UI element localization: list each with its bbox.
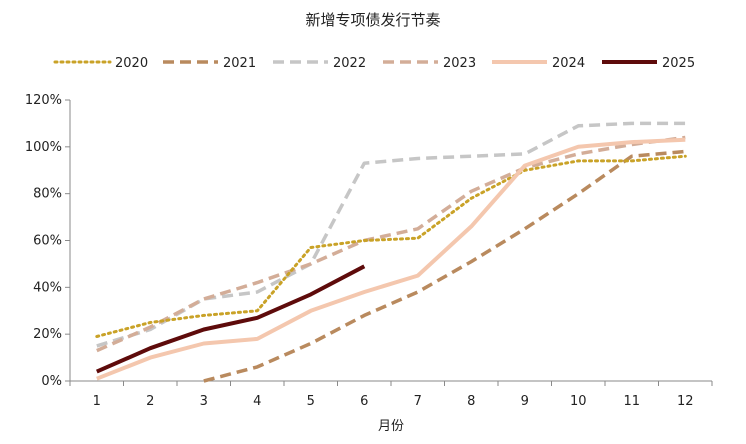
series-line-2023 <box>96 135 686 353</box>
x-tick-label: 12 <box>677 394 694 409</box>
x-axis-label: 月份 <box>378 419 404 434</box>
legend-label-2024: 2024 <box>552 56 585 71</box>
legend-label-2025: 2025 <box>662 56 695 71</box>
y-tick-label: 40% <box>33 280 62 295</box>
y-tick-label: 120% <box>25 93 62 108</box>
legend: 2020 2021 2022 2023 2024 2025 <box>53 56 695 71</box>
legend-label-2020: 2020 <box>115 56 148 71</box>
y-tick-label: 20% <box>33 327 62 342</box>
x-tick-label: 7 <box>414 394 422 409</box>
chart-title: 新增专项债发行节奏 <box>305 11 440 29</box>
x-tick-label: 10 <box>570 394 587 409</box>
series-line-2021 <box>203 149 686 383</box>
y-tick-label: 80% <box>33 187 62 202</box>
legend-label-2022: 2022 <box>333 56 366 71</box>
series-line-2024 <box>96 137 686 381</box>
series-line-2020 <box>95 154 687 338</box>
x-tick-label: 1 <box>93 394 101 409</box>
x-tick-label: 3 <box>200 394 208 409</box>
x-tick-label: 6 <box>360 394 368 409</box>
y-tick-label: 100% <box>25 140 62 155</box>
series-layer <box>95 121 687 383</box>
series-line-2022 <box>96 121 686 348</box>
x-tick-label: 9 <box>521 394 529 409</box>
x-tick-label: 4 <box>253 394 261 409</box>
series-line-2025 <box>95 264 366 374</box>
y-axis: 0% 20% 40% 60% 80% 100% 120% <box>25 93 71 389</box>
x-tick-label: 8 <box>467 394 475 409</box>
x-axis: 1 2 3 4 5 6 7 8 9 10 11 12 <box>69 380 713 409</box>
y-tick-label: 60% <box>33 234 62 249</box>
legend-label-2021: 2021 <box>223 56 256 71</box>
x-tick-label: 11 <box>623 394 640 409</box>
x-tick-label: 2 <box>146 394 154 409</box>
x-tick-label: 5 <box>307 394 315 409</box>
legend-label-2023: 2023 <box>443 56 476 71</box>
y-tick-label: 0% <box>41 374 62 389</box>
